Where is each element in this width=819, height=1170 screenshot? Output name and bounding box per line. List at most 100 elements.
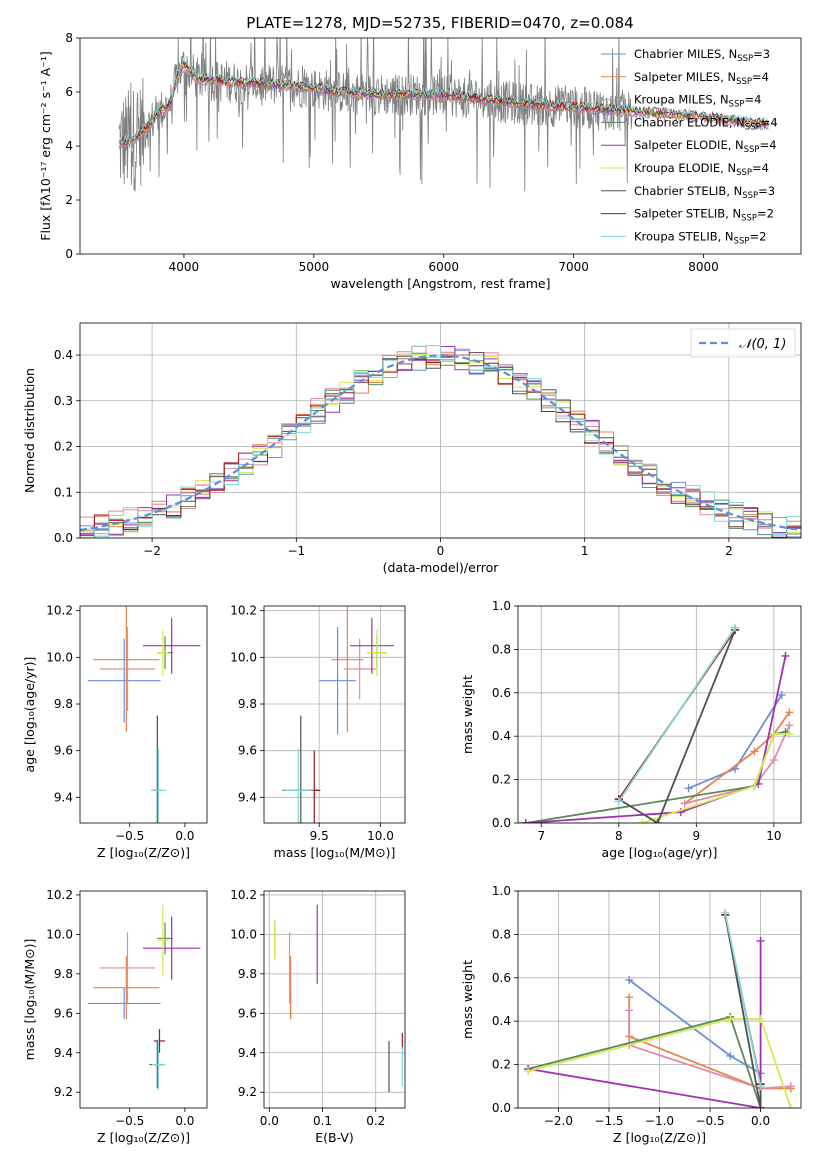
x-tick-label: 0.0 — [175, 1114, 194, 1128]
panel-age-vs-Z: −0.5 0.0 9.4 9.6 9.8 10.0 10.2 Z [log₁₀(Z/Z⊙)] a… — [22, 604, 208, 860]
marker-kroupa-elodie — [524, 1067, 533, 1076]
series-line-kroupa-miles — [628, 1010, 791, 1090]
x-tick-label: 6000 — [428, 260, 459, 274]
y-axis-label: age [log₁₀(age/yr)] — [22, 657, 37, 773]
axes-frame — [263, 605, 406, 824]
series-line-kroupa-elodie — [641, 733, 790, 823]
plot-area — [524, 908, 795, 1108]
y-tick-label: 10.2 — [230, 888, 257, 902]
marker-kroupa-elodie — [750, 782, 759, 791]
x-tick-label: −0.5 — [115, 829, 144, 843]
y-tick-label: 9.6 — [54, 744, 73, 758]
histogram-kroupa-stelib — [80, 345, 801, 537]
legend-label-chabrier-stelib: Chabrier STELIB, NSSP=3 — [634, 184, 775, 201]
y-tick-label: 6 — [65, 85, 73, 99]
series-line-salpeter-miles — [684, 711, 791, 805]
marker-kroupa-elodie — [638, 819, 647, 823]
plot-area — [87, 904, 201, 1091]
x-axis-label: mass [log₁₀(M/M⊙)] — [274, 845, 396, 860]
panel-mass-vs-ebv: 0.0 0.1 0.2 9.2 9.4 9.6 9.8 10.0 10.2 E(B-V) — [230, 888, 406, 1145]
x-tick-label: 9 — [693, 829, 701, 843]
plot-area — [274, 904, 403, 1093]
marker-kroupa-elodie — [769, 730, 778, 739]
x-tick-label: 7000 — [558, 260, 589, 274]
y-tick-label: 9.6 — [238, 744, 257, 758]
panel-spectrum: 4000 5000 6000 7000 8000 0 2 4 6 8 wavelength [Ang… — [38, 31, 802, 291]
x-tick-label: 0 — [437, 544, 445, 558]
panel-residuals: −2 −1 0 1 2 0.0 0.1 0.2 0.3 0.4 (data-model)/error… — [22, 322, 802, 575]
x-tick-label: −0.5 — [695, 1114, 724, 1128]
marker-kroupa-elodie — [756, 1015, 765, 1024]
x-tick-label: −1 — [287, 544, 305, 558]
series-line-chabrier-stelib — [724, 914, 762, 1108]
y-axis-label: Normed distribution — [22, 368, 37, 493]
marker-chabrier-stelib — [653, 819, 662, 823]
y-tick-label: 9.8 — [54, 697, 73, 711]
y-tick-label: 1.0 — [492, 884, 511, 898]
x-axis-label: Z [log₁₀(Z/Z⊙)] — [97, 1130, 190, 1145]
series-line-kroupa-stelib — [724, 912, 762, 1087]
y-tick-label: 9.4 — [54, 790, 73, 804]
figure-title: PLATE=1278, MJD=52735, FIBERID=0470, z=0… — [246, 14, 633, 32]
legend: Chabrier MILES, NSSP=3 Salpeter MILES, NS… — [601, 47, 778, 246]
legend-label-kroupa-miles: Kroupa MILES, NSSP=4 — [634, 93, 761, 110]
legend-box — [690, 328, 796, 358]
y-tick-label: 10.0 — [230, 927, 257, 941]
plot-area — [282, 606, 394, 823]
series-line-salpeter-elodie — [527, 940, 762, 1108]
y-tick-label: 8 — [65, 31, 73, 45]
y-tick-label: 9.8 — [238, 967, 257, 981]
plot-area — [118, 38, 769, 192]
x-tick-label: 0.2 — [366, 1114, 385, 1128]
y-tick-label: 10.2 — [230, 604, 257, 618]
y-tick-label: 0.3 — [54, 394, 73, 408]
y-tick-label: 10.0 — [46, 650, 73, 664]
x-tick-label: 5000 — [299, 260, 330, 274]
x-tick-label: 0.0 — [175, 829, 194, 843]
y-tick-label: 0.4 — [492, 1014, 511, 1028]
y-tick-label: 9.4 — [54, 1046, 73, 1060]
model-line-chabrier-elodie — [118, 64, 769, 148]
model-line-kroupa-miles — [118, 65, 769, 148]
y-tick-label: 9.4 — [238, 1046, 257, 1060]
legend-label-normal: 𝒩(0, 1) — [739, 337, 786, 352]
series-line-kroupa-elodie — [527, 1018, 792, 1108]
y-tick-label: 0.2 — [492, 773, 511, 787]
y-axis-label: mass [log₁₀(M/M⊙)] — [22, 939, 37, 1061]
legend-label-salpeter-miles: Salpeter MILES, NSSP=4 — [634, 70, 769, 87]
marker-kroupa-stelib — [614, 797, 623, 806]
panel-age-vs-mass: 9.5 10.0 9.4 9.6 9.8 10.0 10.2 mass [log₁₀(M/M⊙… — [230, 604, 406, 860]
x-tick-label: 8000 — [688, 260, 719, 274]
x-axis-label: wavelength [Angstrom, rest frame] — [330, 276, 550, 291]
legend-label-chabrier-elodie: Chabrier ELODIE, NSSP=4 — [634, 115, 778, 132]
normal-curve — [80, 354, 801, 532]
y-tick-label: 0.2 — [54, 440, 73, 454]
marker-kroupa-miles — [785, 721, 794, 730]
y-tick-label: 9.2 — [54, 1085, 73, 1099]
marker-kroupa-miles — [680, 799, 689, 808]
marker-kroupa-stelib — [756, 1082, 765, 1091]
x-tick-label: −1.5 — [594, 1114, 623, 1128]
x-tick-label: −1.0 — [645, 1114, 674, 1128]
y-tick-label: 0.6 — [492, 686, 511, 700]
y-tick-label: 9.8 — [54, 967, 73, 981]
marker-kroupa-elodie — [785, 730, 794, 739]
y-tick-label: 10.0 — [46, 927, 73, 941]
plot-area — [80, 345, 801, 538]
x-axis-label: Z [log₁₀(Z/Z⊙)] — [613, 1130, 706, 1145]
x-tick-label: −2.0 — [544, 1114, 573, 1128]
marker-salpeter-miles — [785, 708, 794, 717]
x-axis-label: (data-model)/error — [383, 560, 500, 575]
y-tick-label: 0 — [65, 247, 73, 261]
y-tick-label: 0.0 — [54, 531, 73, 545]
y-tick-label: 0.4 — [54, 348, 73, 362]
marker-salpeter-elodie — [756, 936, 765, 945]
panel-weight-vs-Z: −2.0 −1.5 −1.0 −0.5 0.0 0.0 0.2 0.4 0.6 0.8 1.0 Z [… — [460, 884, 802, 1145]
legend-label-salpeter-elodie: Salpeter ELODIE, NSSP=4 — [634, 138, 777, 155]
x-tick-label: 8 — [615, 829, 623, 843]
y-tick-label: 4 — [65, 139, 73, 153]
legend-label-salpeter-stelib: Salpeter STELIB, NSSP=2 — [634, 207, 774, 224]
y-tick-label: 0.4 — [492, 729, 511, 743]
